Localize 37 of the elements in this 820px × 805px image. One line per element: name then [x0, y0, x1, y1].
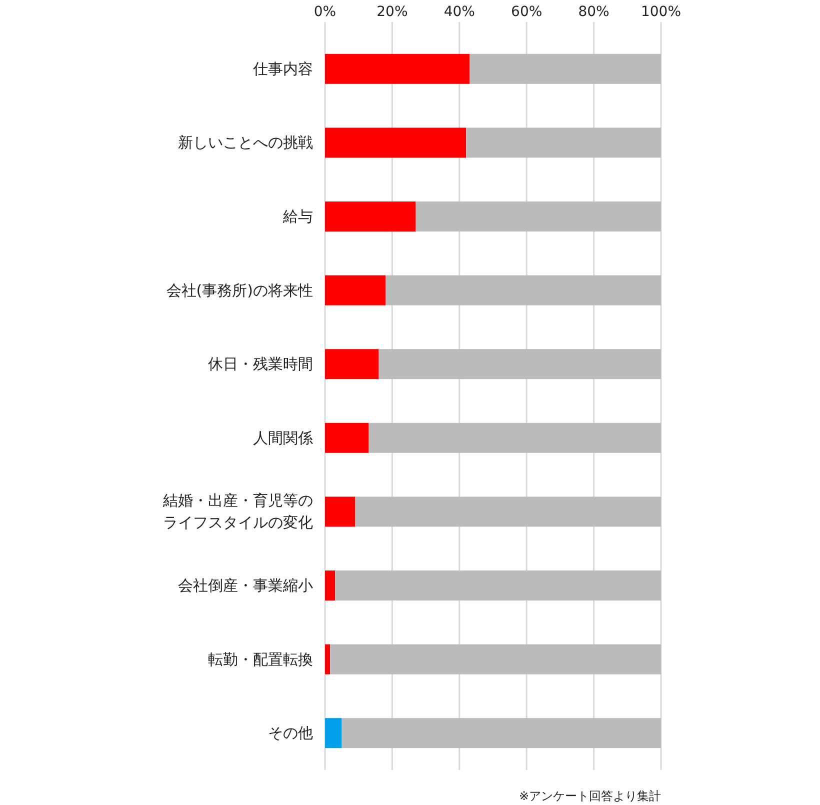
bar — [325, 570, 336, 600]
y-tick-label: 会社倒産・事業縮小 — [178, 576, 313, 594]
x-tick-label: 0% — [314, 4, 336, 20]
y-tick-label: 転勤・配置転換 — [208, 650, 313, 668]
y-tick-label: 休日・残業時間 — [208, 355, 313, 374]
y-tick-label: 会社(事務所)の将来性 — [166, 281, 313, 300]
bar — [335, 570, 661, 600]
x-tick-label: 100% — [640, 4, 682, 20]
bar — [325, 54, 470, 84]
bar — [378, 349, 661, 380]
y-tick-label: 仕事内容 — [252, 60, 313, 78]
bar — [325, 422, 369, 453]
bar — [466, 128, 661, 158]
text: ※アンケート回答より集計 — [518, 789, 661, 803]
bar — [325, 349, 379, 380]
bar — [469, 54, 661, 84]
x-tick-label: 20% — [376, 4, 408, 20]
y-tick-label: その他 — [268, 724, 313, 742]
bar — [355, 496, 661, 527]
bar — [342, 718, 661, 748]
y-tick-label: 人間関係 — [253, 428, 313, 447]
bar — [325, 496, 356, 527]
bar — [368, 422, 661, 453]
bar — [325, 644, 330, 674]
bar — [325, 128, 466, 158]
y-tick-label: 結婚・出産・育児等のライフスタイルの変化 — [162, 492, 313, 532]
x-tick-label: 40% — [444, 4, 475, 20]
bar — [325, 718, 342, 748]
x-tick-label: 60% — [511, 4, 542, 20]
bar — [325, 202, 416, 232]
x-tick-label: 80% — [578, 4, 610, 20]
bar — [325, 275, 386, 306]
bar — [416, 202, 661, 232]
bar — [385, 275, 661, 306]
bar — [330, 644, 661, 674]
y-tick-label: 新しいことへの挑戦 — [178, 134, 313, 152]
y-tick-label: 給与 — [282, 208, 313, 226]
